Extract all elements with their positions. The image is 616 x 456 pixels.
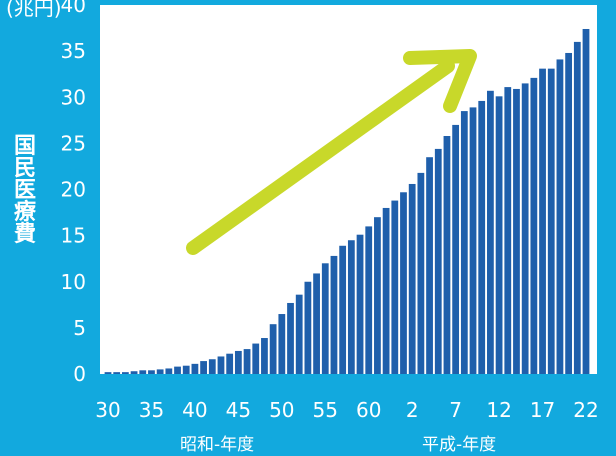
bar [269, 324, 277, 374]
bar [513, 88, 520, 374]
bar [121, 372, 129, 374]
trend-arrow-head [403, 49, 477, 113]
bar [521, 83, 529, 374]
bar [417, 172, 425, 374]
bar [460, 111, 468, 374]
bar [539, 68, 546, 375]
y-unit-label: (兆円) [6, 0, 62, 20]
bar [530, 77, 538, 374]
bar [243, 349, 251, 374]
bar [374, 217, 381, 374]
bar [252, 343, 260, 374]
bar [426, 157, 433, 374]
bar [547, 68, 555, 375]
bar [452, 124, 460, 374]
y-tick-label: 40 [61, 0, 86, 17]
bar [382, 207, 390, 374]
x-tick-label: 7 [449, 398, 462, 422]
bar [174, 366, 181, 374]
bar [130, 371, 138, 374]
x-tick-label: 17 [530, 398, 555, 422]
bar [139, 370, 147, 374]
bar [104, 372, 112, 374]
bar [148, 370, 155, 374]
bar [287, 302, 294, 374]
trend-arrow-shaft [186, 59, 455, 255]
y-tick-label: 20 [61, 178, 86, 202]
x-tick-label: 22 [573, 398, 598, 422]
bar [295, 294, 303, 374]
bar [365, 226, 373, 374]
x-tick-label: 40 [182, 398, 207, 422]
y-tick-label: 10 [61, 270, 86, 294]
bar [304, 281, 312, 374]
bar [226, 353, 234, 374]
bar [495, 96, 503, 374]
bar [330, 255, 338, 374]
bar [156, 369, 164, 374]
y-tick-label: 25 [61, 131, 86, 155]
x-tick-label: 60 [356, 398, 381, 422]
bar [165, 368, 173, 374]
bar [339, 245, 347, 374]
bar [478, 100, 486, 374]
bar [391, 200, 399, 374]
bar [278, 314, 286, 374]
era-label-showa: 昭和-年度 [180, 435, 255, 455]
y-tick-label: 5 [73, 316, 86, 340]
bar [556, 59, 564, 375]
bar [113, 372, 121, 374]
bar [191, 363, 199, 374]
bar [487, 90, 494, 374]
bar [313, 273, 320, 374]
y-axis-label: 国民医療費 [14, 134, 37, 247]
bar [200, 361, 207, 374]
bar [434, 148, 442, 374]
bar [408, 183, 416, 374]
bar [443, 136, 451, 374]
bar [400, 192, 407, 374]
bar [217, 356, 225, 374]
bar [565, 52, 573, 374]
y-tick-label: 15 [61, 224, 86, 248]
x-tick-label: 35 [139, 398, 164, 422]
x-tick-label: 45 [226, 398, 251, 422]
bar [573, 41, 581, 375]
bar [182, 365, 190, 374]
bar [347, 240, 355, 374]
x-tick-label: 12 [486, 398, 511, 422]
era-label-heisei: 平成-年度 [422, 435, 497, 455]
bar [321, 263, 329, 374]
bar [469, 107, 477, 375]
bar [261, 338, 268, 374]
y-tick-label: 0 [73, 362, 86, 386]
bar [504, 87, 512, 374]
x-tick-label: 50 [269, 398, 294, 422]
x-tick-label: 30 [95, 398, 120, 422]
y-tick-label: 30 [61, 85, 86, 109]
bar [356, 234, 364, 374]
y-tick-label: 35 [61, 39, 86, 63]
bar [208, 359, 216, 374]
bar [234, 350, 242, 374]
bar [582, 28, 590, 375]
x-tick-label: 55 [313, 398, 338, 422]
x-tick-label: 2 [406, 398, 419, 422]
